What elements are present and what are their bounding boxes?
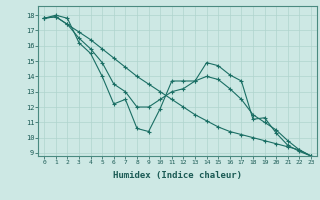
X-axis label: Humidex (Indice chaleur): Humidex (Indice chaleur) xyxy=(113,171,242,180)
